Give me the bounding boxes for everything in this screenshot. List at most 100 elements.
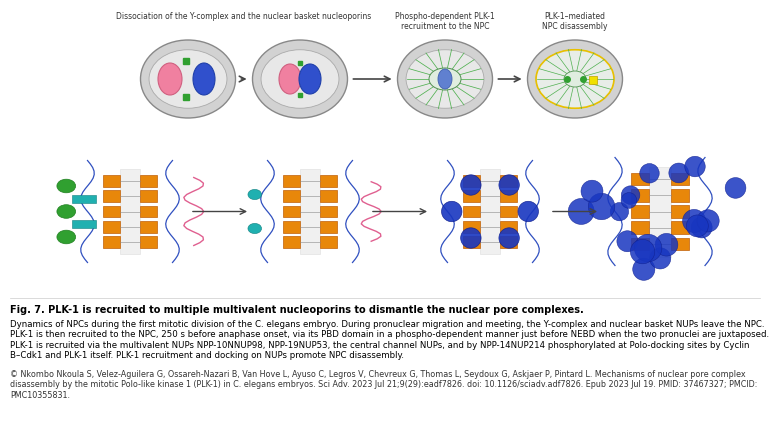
Circle shape [621,193,637,208]
Circle shape [633,258,654,280]
Circle shape [621,186,640,204]
Ellipse shape [406,50,484,108]
Bar [283,175,300,187]
Bar [463,175,480,187]
Circle shape [460,228,481,248]
Circle shape [650,248,671,269]
Bar [631,189,649,202]
Circle shape [725,178,746,198]
Ellipse shape [299,64,321,94]
Bar [631,221,649,234]
Bar [120,169,140,254]
Ellipse shape [248,224,262,233]
Bar [631,205,649,218]
Ellipse shape [564,71,586,87]
Bar [320,206,337,217]
Ellipse shape [57,205,75,218]
Ellipse shape [253,40,347,118]
Circle shape [441,201,462,222]
Circle shape [460,175,481,195]
Ellipse shape [536,50,614,108]
Ellipse shape [57,230,75,244]
Bar [463,190,480,202]
Bar [320,175,337,187]
Bar [671,173,689,185]
Bar [671,205,689,218]
Bar [103,236,120,248]
Bar [589,76,597,84]
Bar [320,236,337,248]
Circle shape [669,163,688,183]
Bar [103,206,120,217]
Ellipse shape [140,40,236,118]
Text: Dissociation of the Y-complex and the nuclear basket nucleoporins: Dissociation of the Y-complex and the nu… [116,12,372,21]
Ellipse shape [397,40,493,118]
Circle shape [655,233,678,256]
Bar [140,236,157,248]
Text: Dynamics of NPCs during the first mitotic division of the C. elegans embryo. Dur: Dynamics of NPCs during the first mitoti… [10,320,769,360]
Bar [631,173,649,185]
Bar [283,190,300,202]
Ellipse shape [149,50,227,108]
Circle shape [634,234,662,262]
Text: PLK-1–mediated
NPC disassembly: PLK-1–mediated NPC disassembly [542,12,608,31]
Bar [140,206,157,217]
Bar [463,206,480,217]
Circle shape [499,228,519,248]
Bar [103,190,120,202]
Bar [671,237,689,250]
Circle shape [691,217,712,238]
Circle shape [682,210,705,233]
Circle shape [581,180,603,202]
Bar [500,190,517,202]
Bar [500,206,517,217]
Bar [649,167,671,256]
Bar [140,190,157,202]
Bar [500,175,517,187]
Bar [500,221,517,233]
Bar [631,237,649,250]
Bar [320,190,337,202]
Bar [671,221,689,234]
Circle shape [685,156,705,177]
Circle shape [568,198,594,224]
Ellipse shape [279,64,301,94]
Ellipse shape [261,50,339,108]
Ellipse shape [536,50,614,108]
Circle shape [697,210,719,232]
Bar [480,169,500,254]
Bar [300,169,320,254]
Bar [283,236,300,248]
Bar [463,236,480,248]
Text: Phospho-dependent PLK-1
recruitment to the NPC: Phospho-dependent PLK-1 recruitment to t… [395,12,495,31]
Circle shape [518,201,538,222]
Bar [283,221,300,233]
Text: Fig. 7. PLK-1 is recruited to multiple multivalent nucleoporins to dismantle the: Fig. 7. PLK-1 is recruited to multiple m… [10,305,584,315]
Ellipse shape [438,69,452,89]
Ellipse shape [193,63,215,95]
Bar [72,220,96,228]
Ellipse shape [248,189,262,200]
Text: © Nkombo Nkoula S, Velez-Aguilera G, Ossareh-Nazari B, Van Hove L, Ayuso C, Legr: © Nkombo Nkoula S, Velez-Aguilera G, Oss… [10,370,758,400]
Ellipse shape [57,179,75,193]
Bar [463,221,480,233]
Bar [103,221,120,233]
Bar [283,206,300,217]
Ellipse shape [158,63,182,95]
Circle shape [631,240,654,264]
Bar [72,195,96,203]
Circle shape [499,175,519,195]
Bar [320,221,337,233]
Circle shape [640,164,659,183]
Circle shape [588,193,614,220]
Bar [500,236,517,248]
Bar [140,221,157,233]
Bar [103,175,120,187]
Ellipse shape [527,40,622,118]
Ellipse shape [429,68,461,90]
Bar [140,175,157,187]
Circle shape [617,231,638,252]
Bar [671,189,689,202]
Circle shape [686,215,708,237]
Circle shape [611,203,628,221]
